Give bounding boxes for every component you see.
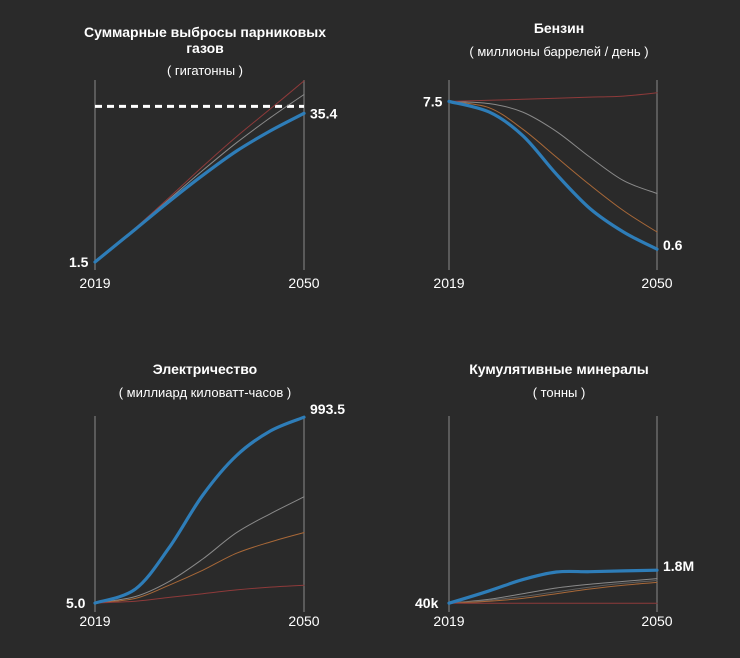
chart-panel-2: Бензин ( миллионы баррелей / день ) 2019 20… <box>423 20 683 291</box>
series-line-scenario-dark-grey <box>448 580 658 604</box>
chart-title: Бензин <box>534 20 584 36</box>
chart-panel-4: Кумулятивные минералы ( тонны ) 2019 2050 40… <box>415 361 694 629</box>
series-line-scenario-red <box>448 92 658 102</box>
tick-label-start: 2019 <box>79 275 110 291</box>
series-line-main <box>93 111 306 264</box>
end-value-label: 1.8M <box>663 558 694 574</box>
tick-label-start: 2019 <box>433 613 464 629</box>
tick-label-start: 2019 <box>433 275 464 291</box>
chart-subtitle: ( миллиард киловатт-часов ) <box>119 385 292 400</box>
chart-panel-3: Электричество ( миллиард киловатт-часов )… <box>66 361 345 629</box>
end-value-label: 0.6 <box>663 237 683 253</box>
start-value-label: 7.5 <box>423 93 443 109</box>
series-line-scenario-red <box>94 584 305 604</box>
tick-label-end: 2050 <box>288 275 319 291</box>
tick-label-end: 2050 <box>641 613 672 629</box>
chart-title: Суммарные выбросы парниковых газов <box>84 24 326 56</box>
series-line-main <box>447 99 659 251</box>
start-value-label: 40k <box>415 595 439 611</box>
series-line-scenario-grey <box>448 578 658 604</box>
chart-panel-1: Суммарные выбросы парниковых газов ( гигат… <box>69 24 337 291</box>
end-value-label: 993.5 <box>310 401 345 417</box>
chart-subtitle: ( тонны ) <box>533 385 586 400</box>
start-value-label: 1.5 <box>69 254 89 270</box>
end-value-label: 35.4 <box>310 105 337 121</box>
tick-label-start: 2019 <box>79 613 110 629</box>
chart-title-line-2: газов <box>186 40 224 56</box>
series-line-scenario-orange <box>94 532 305 604</box>
chart-title: Электричество <box>153 361 257 377</box>
chart-subtitle: ( миллионы баррелей / день ) <box>469 44 648 59</box>
tick-label-end: 2050 <box>641 275 672 291</box>
series-line-scenario-grey <box>94 496 305 604</box>
chart-title-line-1: Суммарные выбросы парниковых <box>84 24 326 40</box>
series-line-scenario-orange <box>448 100 658 233</box>
start-value-label: 5.0 <box>66 595 86 611</box>
tick-label-end: 2050 <box>288 613 319 629</box>
series-line-main <box>447 568 659 605</box>
series-line-scenario-grey <box>448 100 658 194</box>
series-line-scenario-orange <box>448 581 658 604</box>
series-line-main <box>93 415 306 605</box>
chart-title: Кумулятивные минералы <box>469 361 649 377</box>
chart-subtitle: ( гигатонны ) <box>167 63 243 78</box>
